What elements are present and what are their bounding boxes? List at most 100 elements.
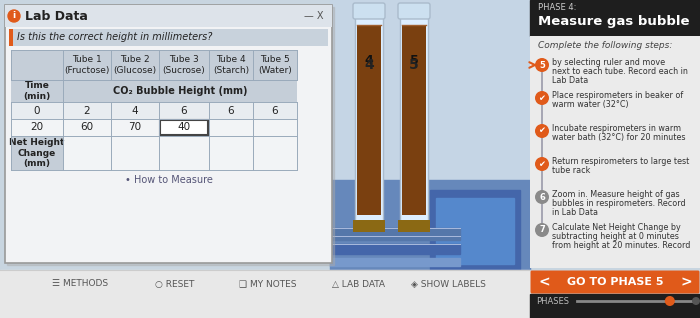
Text: 20: 20 — [30, 122, 43, 133]
Text: Tube 2: Tube 2 — [120, 54, 150, 64]
Text: Lab Data: Lab Data — [552, 76, 588, 85]
Text: ❑ MY NOTES: ❑ MY NOTES — [239, 280, 297, 288]
Circle shape — [8, 10, 20, 22]
Text: 5: 5 — [539, 60, 545, 70]
Bar — [330, 258, 460, 266]
Bar — [353, 220, 385, 232]
Bar — [7, 7, 334, 265]
Text: Tube 3: Tube 3 — [169, 54, 199, 64]
Text: 60: 60 — [80, 122, 94, 133]
Text: Complete the following steps:: Complete the following steps: — [538, 42, 673, 51]
Bar — [398, 220, 430, 232]
Text: 4: 4 — [132, 106, 139, 115]
Bar — [209, 136, 253, 170]
Text: 6: 6 — [228, 106, 234, 115]
Bar — [63, 136, 111, 170]
Text: tube rack: tube rack — [552, 166, 590, 175]
FancyBboxPatch shape — [398, 3, 430, 19]
Text: 5: 5 — [409, 58, 419, 72]
Bar — [253, 136, 297, 170]
Text: from height at 20 minutes. Record: from height at 20 minutes. Record — [552, 241, 690, 250]
Bar — [5, 5, 332, 263]
Text: warm water (32°C): warm water (32°C) — [552, 100, 629, 109]
Bar — [330, 180, 530, 270]
Circle shape — [535, 190, 549, 204]
Bar — [11, 119, 297, 136]
Text: <: < — [538, 275, 550, 289]
Bar — [330, 0, 530, 270]
Bar — [9, 29, 13, 46]
Bar — [9, 29, 328, 46]
Text: bubbles in respirometers. Record: bubbles in respirometers. Record — [552, 199, 685, 208]
Text: Place respirometers in beaker of: Place respirometers in beaker of — [552, 91, 683, 100]
Text: 4: 4 — [364, 58, 374, 72]
Text: >: > — [680, 275, 692, 289]
Text: PHASE 4:: PHASE 4: — [538, 3, 576, 12]
Bar — [330, 244, 460, 254]
Text: Return respirometers to large test: Return respirometers to large test — [552, 157, 690, 166]
Text: (Glucose): (Glucose) — [113, 66, 157, 74]
Text: Tube 1: Tube 1 — [72, 54, 102, 64]
Bar — [5, 5, 332, 27]
Text: Zoom in. Measure height of gas: Zoom in. Measure height of gas — [552, 190, 680, 199]
Text: (Water): (Water) — [258, 66, 292, 74]
Bar — [11, 80, 63, 102]
Text: ✔: ✔ — [538, 93, 545, 102]
Text: next to each tube. Record each in: next to each tube. Record each in — [552, 67, 688, 76]
Text: Net Height
Change
(mm): Net Height Change (mm) — [9, 138, 64, 168]
Text: i: i — [13, 11, 15, 20]
Circle shape — [535, 157, 549, 171]
Text: Tube 5: Tube 5 — [260, 54, 290, 64]
Text: — X: — X — [304, 11, 324, 21]
Text: ✔: ✔ — [538, 127, 545, 135]
Text: (Fructose): (Fructose) — [64, 66, 110, 74]
Text: ○ RESET: ○ RESET — [155, 280, 195, 288]
Text: Measure gas bubble: Measure gas bubble — [538, 16, 690, 29]
Circle shape — [535, 58, 549, 72]
Bar — [357, 25, 381, 215]
Text: Lab Data: Lab Data — [25, 10, 88, 23]
Bar — [11, 102, 297, 119]
Text: 6: 6 — [539, 192, 545, 202]
Text: GO TO PHASE 5: GO TO PHASE 5 — [567, 277, 664, 287]
Circle shape — [535, 223, 549, 237]
Bar — [159, 136, 209, 170]
Text: 6: 6 — [272, 106, 279, 115]
Text: CO₂ Bubble Height (mm): CO₂ Bubble Height (mm) — [113, 86, 247, 96]
Text: Tube 4: Tube 4 — [216, 54, 246, 64]
Bar — [111, 136, 159, 170]
Text: ✔: ✔ — [538, 160, 545, 169]
Bar — [11, 136, 297, 170]
Text: water bath (32°C) for 20 minutes: water bath (32°C) for 20 minutes — [552, 133, 685, 142]
Bar — [160, 120, 208, 135]
Bar — [402, 25, 426, 215]
Text: 2: 2 — [84, 106, 90, 115]
Text: 7: 7 — [539, 225, 545, 234]
Text: (Sucrose): (Sucrose) — [162, 66, 205, 74]
FancyBboxPatch shape — [531, 271, 699, 294]
Text: 4: 4 — [365, 53, 373, 66]
Bar — [63, 80, 297, 102]
Text: (Starch): (Starch) — [213, 66, 249, 74]
Text: Calculate Net Height Change by: Calculate Net Height Change by — [552, 223, 680, 232]
Bar — [355, 5, 383, 230]
Text: Incubate respirometers in warm: Incubate respirometers in warm — [552, 124, 681, 133]
Text: ☰ METHODS: ☰ METHODS — [52, 280, 108, 288]
Text: in Lab Data: in Lab Data — [552, 208, 598, 217]
Text: subtracting height at 0 minutes: subtracting height at 0 minutes — [552, 232, 679, 241]
Bar — [400, 5, 428, 230]
Bar — [430, 190, 520, 270]
Circle shape — [535, 91, 549, 105]
Bar — [436, 198, 514, 264]
Text: by selecting ruler and move: by selecting ruler and move — [552, 58, 665, 67]
Text: • How to Measure: • How to Measure — [125, 175, 212, 185]
Bar — [0, 270, 530, 318]
Text: Time
(min): Time (min) — [23, 81, 50, 101]
Circle shape — [692, 297, 700, 305]
Text: Is this the correct height in millimeters?: Is this the correct height in millimeter… — [17, 32, 212, 43]
Text: PHASES: PHASES — [536, 296, 569, 306]
Bar — [530, 294, 700, 318]
Text: 40: 40 — [177, 122, 190, 133]
Bar — [11, 50, 297, 80]
FancyBboxPatch shape — [353, 3, 385, 19]
